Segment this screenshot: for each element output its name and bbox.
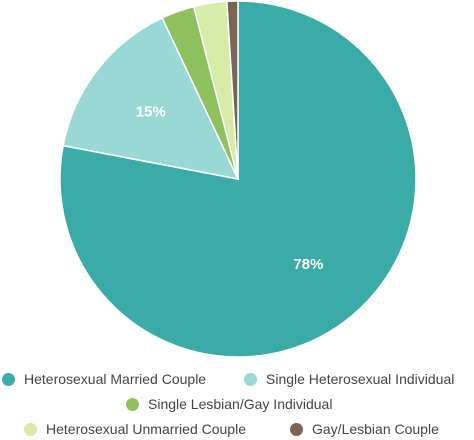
legend-label-single-lesbian-gay-individual: Single Lesbian/Gay Individual [148, 396, 333, 412]
pie-slice-single-heterosexual-individual [62, 16, 240, 181]
legend-swatch-gay-lesbian-couple [290, 422, 303, 436]
legend-row-2: Single Lesbian/Gay Individual [0, 393, 474, 415]
legend-swatch-heterosexual-married-couple [2, 372, 15, 386]
legend-label-heterosexual-married-couple: Heterosexual Married Couple [24, 371, 207, 387]
data-label-heterosexual-married-couple: 78% [293, 256, 323, 273]
data-label-single-heterosexual-individual: 15% [136, 103, 166, 120]
legend-label-heterosexual-unmarried-couple: Heterosexual Unmarried Couple [46, 421, 246, 437]
legend-label-single-heterosexual-individual: Single Heterosexual Individual [266, 371, 455, 387]
legend-swatch-single-lesbian-gay-individual [126, 397, 139, 411]
legend-item-single-lesbian-gay-individual: Single Lesbian/Gay Individual [126, 393, 332, 415]
pie-slice-heterosexual-married-couple [59, 0, 417, 358]
legend-row-3: Heterosexual Unmarried Couple Gay/Lesbia… [0, 418, 474, 440]
legend-swatch-heterosexual-unmarried-couple [24, 422, 37, 436]
legend-swatch-single-heterosexual-individual [244, 372, 257, 386]
pie-chart: 78% 15% [59, 0, 417, 358]
legend-item-heterosexual-unmarried-couple: Heterosexual Unmarried Couple [24, 418, 246, 440]
legend-item-gay-lesbian-couple: Gay/Lesbian Couple [290, 418, 439, 440]
pie-slice-gay-lesbian-couple [226, 0, 239, 180]
legend-item-heterosexual-married-couple: Heterosexual Married Couple [2, 368, 206, 390]
legend-label-gay-lesbian-couple: Gay/Lesbian Couple [312, 421, 439, 437]
legend-item-single-heterosexual-individual: Single Heterosexual Individual [244, 368, 454, 390]
legend-row-1: Heterosexual Married Couple Single Heter… [0, 368, 474, 390]
